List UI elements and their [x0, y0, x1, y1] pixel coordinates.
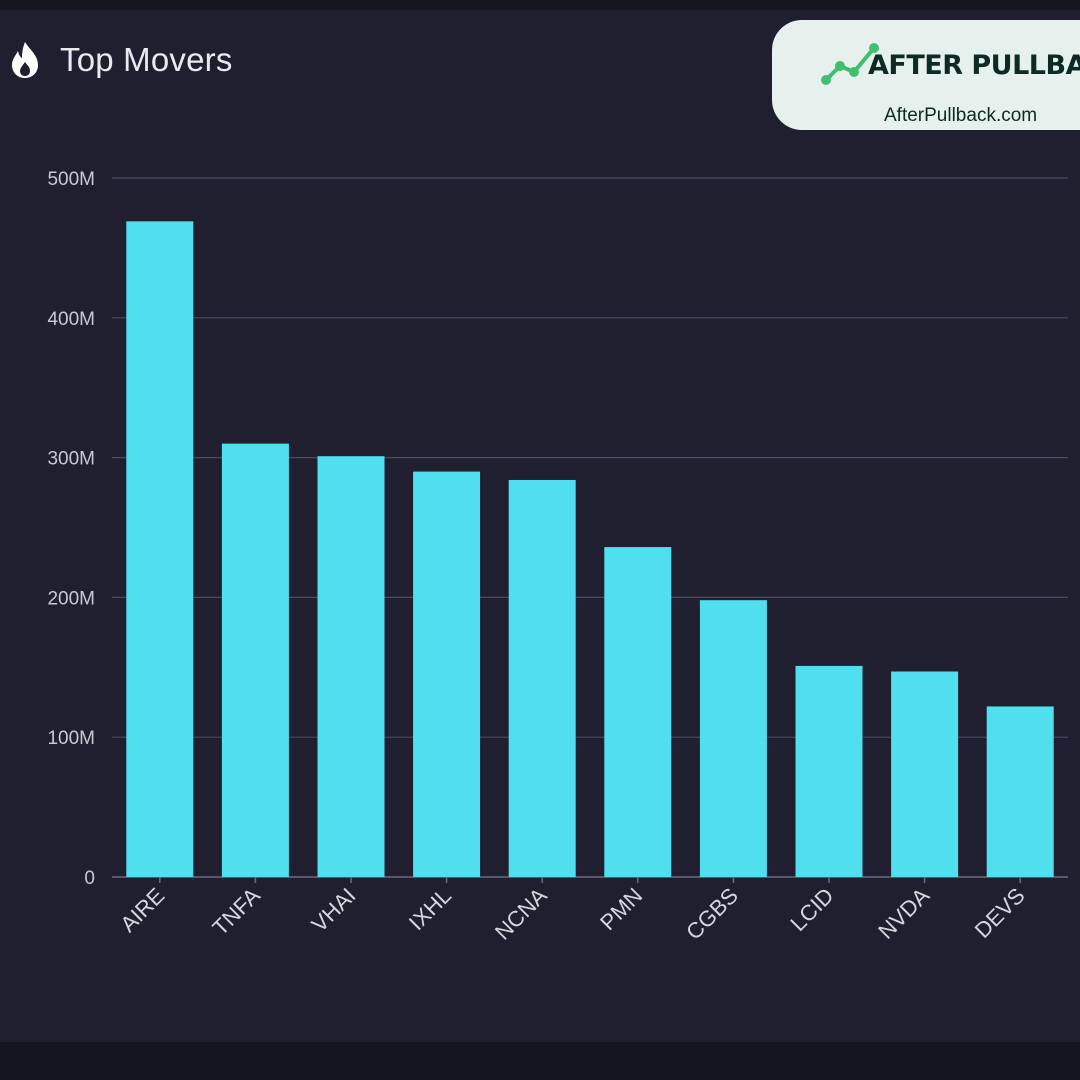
x-axis-ticks: AIRE TNFA VHAI IXHL NCNA PMN CGBS LCID NVDA DEVS: [115, 877, 1030, 945]
chart-title: Top Movers: [60, 41, 233, 78]
flame-icon: [12, 42, 38, 78]
trend-line-icon: [821, 43, 879, 85]
y-tick-label: 100M: [47, 728, 95, 749]
x-tick-label: NCNA: [490, 883, 552, 945]
x-tick-label: NVDA: [873, 883, 934, 944]
bar-ixhl[interactable]: [413, 471, 481, 877]
brand-name: AFTER PULLBACK: [868, 50, 1080, 81]
bar-vhai[interactable]: [317, 456, 385, 877]
x-tick-label: DEVS: [970, 883, 1030, 943]
bar-lcid[interactable]: [795, 665, 863, 877]
bar-pmn[interactable]: [604, 547, 672, 877]
bar-ncna[interactable]: [508, 479, 576, 877]
chart-header: Top Movers: [8, 36, 233, 84]
y-tick-label: 400M: [47, 309, 95, 330]
bar-cgbs[interactable]: [699, 600, 767, 877]
x-tick-label: PMN: [595, 883, 647, 935]
bar-tnfa[interactable]: [221, 443, 289, 877]
y-tick-label: 300M: [47, 449, 95, 470]
bar-devs[interactable]: [986, 706, 1054, 877]
bars: [126, 221, 1054, 877]
bottom-bar: [0, 1042, 1080, 1080]
x-tick-label: IXHL: [404, 883, 456, 935]
bar-nvda[interactable]: [891, 671, 959, 877]
y-tick-label: 0: [84, 868, 95, 889]
x-tick-label: VHAI: [307, 883, 361, 937]
y-axis-ticks: 0 100M 200M 300M 400M 500M: [47, 169, 95, 889]
y-tick-label: 500M: [47, 169, 95, 190]
x-tick-label: TNFA: [207, 883, 265, 941]
x-tick-label: CGBS: [681, 883, 743, 945]
x-tick-label: LCID: [785, 883, 838, 936]
brand-badge[interactable]: AFTER PULLBACK AfterPullback.com: [772, 20, 1080, 130]
brand-url[interactable]: AfterPullback.com: [884, 105, 1038, 126]
y-tick-label: 200M: [47, 588, 95, 609]
x-tick-label: AIRE: [115, 883, 169, 937]
bar-aire[interactable]: [126, 221, 194, 877]
